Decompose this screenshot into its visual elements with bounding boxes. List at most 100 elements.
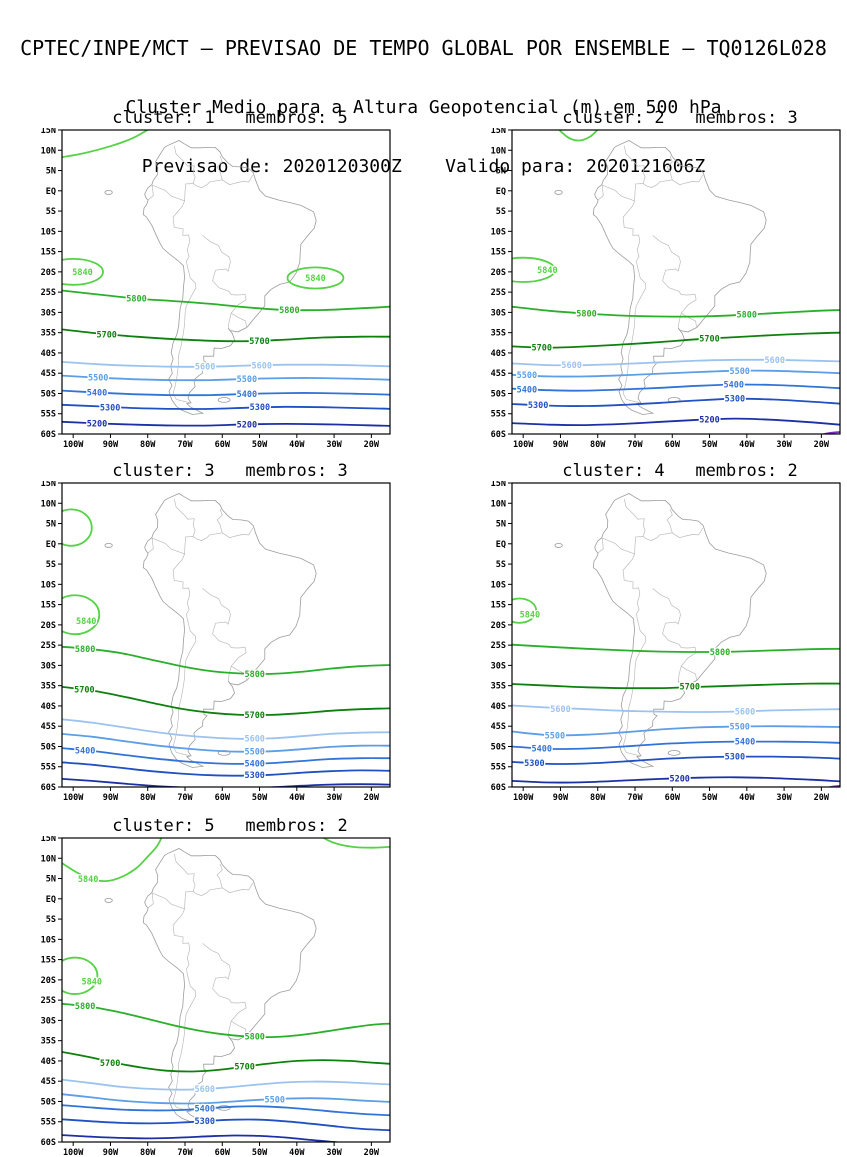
lat-tick-label: 10N <box>41 499 56 509</box>
lon-tick-label: 40W <box>289 1148 305 1157</box>
contour-label-5840: 5840 <box>537 266 557 276</box>
lat-tick-label: EQ <box>46 895 56 905</box>
lat-tick-label: 35S <box>41 329 56 339</box>
panel-title: cluster: 2 membros: 3 <box>562 108 798 128</box>
country-border <box>173 853 196 909</box>
contour-label-5400: 5400 <box>244 760 264 770</box>
contour-5800 <box>62 645 390 675</box>
country-border <box>602 537 641 618</box>
island <box>104 189 113 195</box>
lon-tick-label: 90W <box>103 793 119 803</box>
lon-tick-label: 60W <box>215 1148 231 1157</box>
contour-5840 <box>321 838 390 849</box>
country-border <box>623 145 646 201</box>
lon-tick-label: 20W <box>814 440 830 450</box>
coastline <box>592 493 767 768</box>
coastline <box>142 848 317 1123</box>
cluster-panel-1: cluster: 1 membros: 5 5840 5840 5800 5800 570… <box>36 108 398 450</box>
island <box>104 897 113 903</box>
contour-label-5840: 5840 <box>78 875 98 885</box>
lon-tick-label: 80W <box>140 1148 156 1157</box>
contour-label-5700: 5700 <box>100 1059 120 1069</box>
lon-tick-label: 70W <box>627 440 643 450</box>
country-border <box>597 185 604 201</box>
contour-label-5500: 5500 <box>729 723 749 733</box>
figure-title: CPTEC/INPE/MCT — PREVISAO DE TEMPO GLOBA… <box>20 36 827 60</box>
lon-tick-label: 20W <box>364 440 380 450</box>
country-border <box>231 1020 248 1036</box>
contour-label-5200: 5200 <box>699 415 719 425</box>
lat-tick-label: 15N <box>41 481 56 489</box>
contour-5800 <box>512 305 840 318</box>
lat-tick-label: 35S <box>491 329 506 339</box>
coastline <box>592 140 767 415</box>
lat-tick-label: 5N <box>496 167 506 177</box>
lat-tick-label: 45S <box>491 722 506 732</box>
contour-label-5600: 5600 <box>195 1085 215 1095</box>
contour-5700 <box>62 1051 390 1073</box>
contour-label-5500: 5500 <box>88 374 108 384</box>
lat-tick-label: 10S <box>491 580 506 590</box>
figure-header: CPTEC/INPE/MCT — PREVISAO DE TEMPO GLOBA… <box>0 0 847 215</box>
contour-label-5840: 5840 <box>305 274 325 284</box>
contour-label-5800: 5800 <box>126 295 146 305</box>
contour-5300 <box>512 755 840 765</box>
contour-loop-5840 <box>286 266 345 290</box>
lon-tick-label: 70W <box>177 1148 193 1157</box>
lon-tick-label: 40W <box>289 793 305 803</box>
lat-tick-label: 45S <box>41 722 56 732</box>
lon-tick-label: 40W <box>289 440 305 450</box>
lat-tick-label: 15S <box>41 248 56 258</box>
contour-label-5300: 5300 <box>244 771 264 781</box>
country-border <box>672 527 704 539</box>
country-border <box>192 155 223 188</box>
contour-label-5400: 5400 <box>735 738 755 748</box>
lat-tick-label: 40S <box>491 349 506 359</box>
country-border <box>152 892 191 973</box>
country-border <box>173 145 196 201</box>
contour-label-5600: 5600 <box>561 361 581 371</box>
lon-tick-label: 30W <box>326 793 342 803</box>
lon-tick-label: 70W <box>627 793 643 803</box>
contour-5500 <box>62 733 390 753</box>
lon-tick-label: 50W <box>702 793 718 803</box>
island <box>554 189 563 195</box>
map-frame <box>61 129 391 435</box>
lat-tick-label: 30S <box>491 661 506 671</box>
contour-label-5800: 5800 <box>576 310 596 320</box>
contour-label-5500: 5500 <box>729 367 749 377</box>
country-border <box>173 498 196 554</box>
lat-tick-label: 15N <box>41 128 56 136</box>
lat-tick-label: 60S <box>41 1138 56 1148</box>
lon-tick-label: 90W <box>553 793 569 803</box>
contour-5200 <box>512 417 840 427</box>
country-border <box>623 498 646 554</box>
contour-5700 <box>512 331 840 349</box>
contour-5800 <box>62 1002 390 1039</box>
lat-tick-label: 10N <box>491 499 506 509</box>
lat-tick-label: EQ <box>496 540 506 550</box>
country-border <box>152 184 191 265</box>
lat-tick-label: 15S <box>491 248 506 258</box>
lon-tick-label: 80W <box>590 793 606 803</box>
island <box>217 397 231 403</box>
contour-5500 <box>62 1093 390 1105</box>
cluster-panel-4: cluster: 4 membros: 2 5840 5800 5700 5600 560… <box>486 461 847 803</box>
country-border <box>192 508 223 541</box>
contour-label-5400: 5400 <box>517 385 537 395</box>
lat-tick-label: 40S <box>41 349 56 359</box>
lat-tick-label: 25S <box>491 288 506 298</box>
contour-label-5700: 5700 <box>234 1063 254 1073</box>
lon-tick-label: 80W <box>140 440 156 450</box>
contour-label-5400: 5400 <box>87 389 107 399</box>
contour-label-5500: 5500 <box>545 732 565 742</box>
lat-tick-label: 35S <box>41 1037 56 1047</box>
contour-label-5600: 5600 <box>195 363 215 373</box>
lon-tick-label: 90W <box>103 1148 119 1157</box>
country-border <box>202 235 247 329</box>
contour-5300 <box>62 761 390 777</box>
lat-tick-label: 5S <box>46 207 56 217</box>
contour-5800 <box>512 643 840 653</box>
contour-label-5700: 5700 <box>680 683 700 693</box>
contour-loop-5840 <box>62 257 104 286</box>
